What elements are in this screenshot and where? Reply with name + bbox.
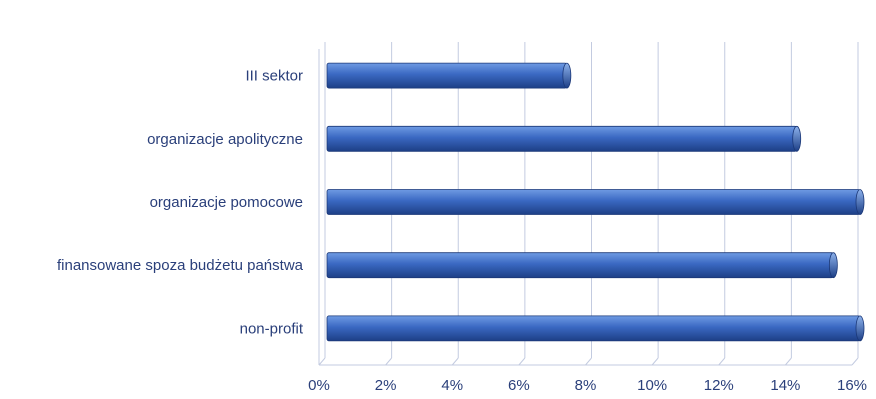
gridline-floor <box>451 357 459 366</box>
bar-end-cap <box>855 189 865 215</box>
gridline-floor <box>385 357 393 366</box>
x-tick-label: 14% <box>770 377 800 394</box>
x-tick-labels: 0% 2% 4% 6% 8% 10% 12% 14% 16% <box>308 377 867 394</box>
category-label: organizacje pomocowe <box>150 194 303 211</box>
x-tick-label: 6% <box>508 377 530 394</box>
bar <box>326 125 798 152</box>
bars <box>326 62 865 342</box>
x-tick-label: 8% <box>575 377 597 394</box>
x-tick-label: 4% <box>441 377 463 394</box>
category-label: organizacje apolityczne <box>147 131 303 148</box>
x-tick-label: 12% <box>704 377 734 394</box>
category-labels: III sektor organizacje apolityczne organiz… <box>57 68 304 338</box>
bar-end-cap <box>792 125 802 152</box>
gridline-floor <box>585 357 592 366</box>
x-tick-label: 0% <box>308 377 330 394</box>
gridline-floor <box>318 357 326 366</box>
gridline-floor <box>518 357 526 366</box>
gridline-floor <box>651 357 659 366</box>
x-tick-label: 16% <box>837 377 867 394</box>
category-label: non-profit <box>240 320 304 337</box>
gridline-floor <box>784 357 792 366</box>
x-tick-label: 10% <box>637 377 667 394</box>
bar-end-cap <box>562 62 572 89</box>
x-tick-label: 2% <box>375 377 397 394</box>
bar <box>326 189 861 215</box>
bar <box>326 252 834 279</box>
bar <box>326 315 861 342</box>
bar-end-cap <box>855 315 865 342</box>
bar-end-cap <box>828 252 838 279</box>
bar <box>326 62 568 89</box>
category-label: finansowane spoza budżetu państwa <box>57 257 304 274</box>
gridline-floor <box>851 357 859 366</box>
gridline-floor <box>718 357 726 366</box>
category-label: III sektor <box>245 68 303 85</box>
